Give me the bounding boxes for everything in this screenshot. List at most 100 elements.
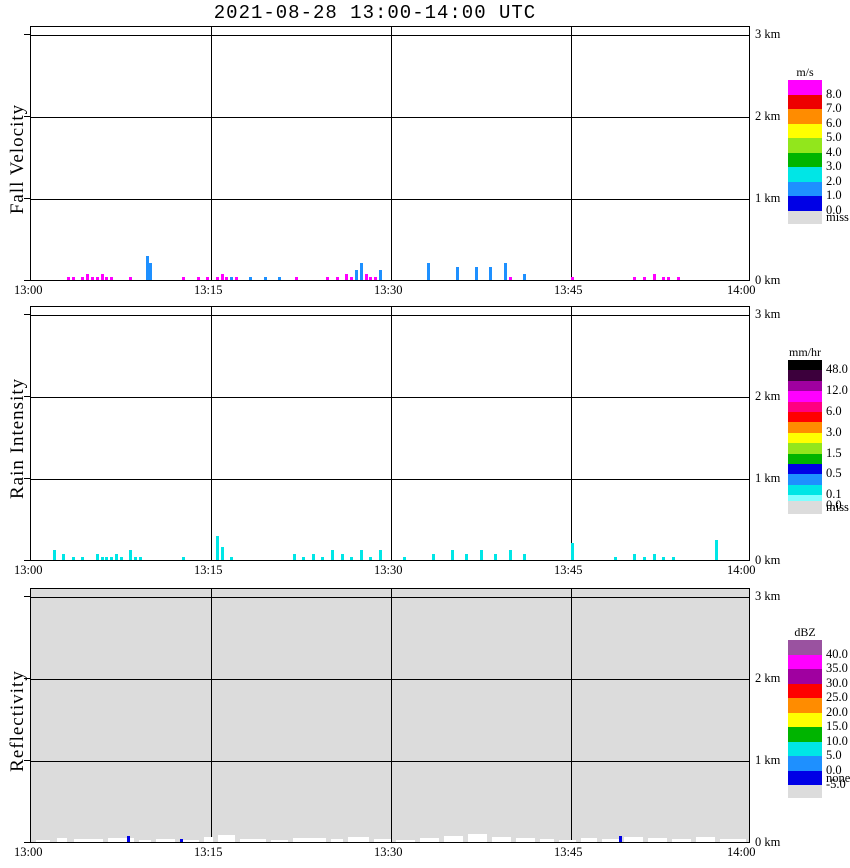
panel-label-fall-velocity: Fall Velocity — [7, 103, 28, 215]
heatmap-cell — [571, 542, 574, 560]
ytick-0km-p1: 0 km — [755, 273, 781, 287]
ytick-2km-p2: 2 km — [755, 389, 781, 403]
heatmap-cell — [321, 556, 325, 560]
heatmap-cell — [81, 556, 85, 560]
heatmap-cell — [403, 556, 406, 560]
colorbar-tick-label: 35.0 — [826, 661, 848, 675]
colorbar-swatch — [788, 698, 822, 713]
heatmap-cell — [451, 550, 454, 560]
xtick-1330-p3: 13:30 — [374, 845, 403, 859]
gridline-1345 — [571, 307, 572, 560]
xtick-1330-p2: 13:30 — [374, 563, 403, 577]
colorbar-swatch — [788, 391, 822, 402]
colorbar-swatch — [788, 94, 822, 109]
reflectivity-nodata-cell — [35, 840, 51, 842]
heatmap-cell — [340, 553, 344, 560]
heatmap-cell — [215, 536, 219, 560]
heatmap-cell — [52, 550, 56, 560]
ytick-1km-p3: 1 km — [755, 753, 781, 767]
heatmap-cell — [643, 556, 646, 560]
gridline-1330 — [391, 589, 392, 842]
colorbar-tick-label: 1.5 — [826, 445, 842, 460]
reflectivity-nodata-cell — [671, 839, 691, 842]
colorbar-tick-label: 0.0 — [826, 497, 842, 512]
colorbar-tick-label: 15.0 — [826, 719, 848, 733]
heatmap-cell — [508, 276, 512, 280]
heatmap-cell — [571, 276, 574, 280]
reflectivity-nodata-cell — [331, 839, 343, 842]
heatmap-cell — [335, 276, 339, 280]
heatmap-cell — [182, 556, 186, 560]
colorbar-swatch — [788, 741, 822, 756]
gridline-3km — [31, 35, 749, 36]
ytick-0km-p2: 0 km — [755, 553, 781, 567]
heatmap-cell — [179, 838, 183, 842]
reflectivity-nodata-cell — [395, 840, 415, 842]
heatmap-cell — [81, 276, 85, 280]
heatmap-cell — [355, 270, 358, 280]
heatmap-cell — [431, 553, 435, 560]
gridline-1km — [31, 479, 749, 480]
colorbar-swatch — [788, 411, 822, 423]
heatmap-cell — [374, 276, 378, 280]
heatmap-cell — [67, 276, 70, 280]
heatmap-cell — [359, 550, 363, 560]
ytick-0km-p3: 0 km — [755, 835, 781, 849]
colorbar-miss-label-p1: miss — [826, 210, 849, 224]
heatmap-cell — [350, 556, 354, 560]
ytick-2km-p3: 2 km — [755, 671, 781, 685]
colorbar-tick-label: 6.0 — [826, 404, 842, 418]
xtick-1330-p1: 13:30 — [374, 283, 403, 297]
colorbar-swatch — [788, 370, 822, 381]
gridline-2km — [31, 397, 749, 398]
ytick-1km-p2: 1 km — [755, 471, 781, 485]
xtick-1345-p2: 13:45 — [554, 563, 583, 577]
reflectivity-nodata-cell — [57, 838, 67, 842]
heatmap-cell — [225, 276, 229, 280]
heatmap-cell — [206, 276, 210, 280]
reflectivity-nodata-cell — [719, 839, 747, 842]
gridline-3km — [31, 597, 749, 598]
heatmap-cell — [302, 556, 306, 560]
colorbar-swatch — [788, 109, 822, 124]
heatmap-cell — [278, 276, 282, 280]
data-layer-fall-velocity — [31, 27, 749, 280]
heatmap-cell — [379, 550, 382, 560]
colorbar-tick-label: 3.0 — [826, 424, 842, 439]
colorbar-none-label-p3: none — [826, 771, 850, 785]
heatmap-cell — [292, 553, 296, 560]
heatmap-cell — [379, 270, 382, 280]
heatmap-cell — [196, 276, 200, 280]
colorbar-swatch — [788, 432, 822, 444]
colorbar-tick-label: 3.0 — [826, 159, 842, 173]
heatmap-cell — [235, 276, 238, 280]
xtick-1300-p1: 13:00 — [14, 283, 43, 297]
colorbar-swatch — [788, 196, 822, 211]
gridline-1315 — [211, 589, 212, 842]
colorbar-swatches-fall-velocity — [788, 80, 822, 211]
reflectivity-nodata-cell — [467, 834, 487, 842]
colorbar-swatch — [788, 474, 822, 485]
heatmap-cell — [100, 556, 104, 560]
colorbar-tick-label: 10.0 — [826, 733, 848, 748]
reflectivity-nodata-cell — [647, 838, 667, 842]
colorbar-swatch — [788, 181, 822, 196]
heatmap-cell — [633, 276, 637, 280]
heatmap-cell — [652, 273, 656, 280]
gridline-1345 — [571, 589, 572, 842]
reflectivity-nodata-cell — [515, 838, 535, 842]
heatmap-cell — [95, 276, 99, 280]
colorbar-tick-label: 0.5 — [826, 466, 842, 481]
colorbar-tick-label: 7.0 — [826, 101, 842, 115]
heatmap-cell — [350, 276, 354, 280]
colorbar-tick-label: 40.0 — [826, 646, 848, 661]
data-layer-reflectivity — [31, 589, 749, 842]
heatmap-cell — [110, 276, 114, 280]
colorbar-swatch — [788, 654, 822, 669]
heatmap-cell — [503, 262, 507, 280]
xtick-1300-p3: 13:00 — [14, 845, 43, 859]
heatmap-cell — [91, 276, 94, 280]
ytick-1km-p1: 1 km — [755, 191, 781, 205]
heatmap-cell — [230, 556, 234, 560]
colorbar-miss-label-p2: miss — [826, 500, 849, 514]
